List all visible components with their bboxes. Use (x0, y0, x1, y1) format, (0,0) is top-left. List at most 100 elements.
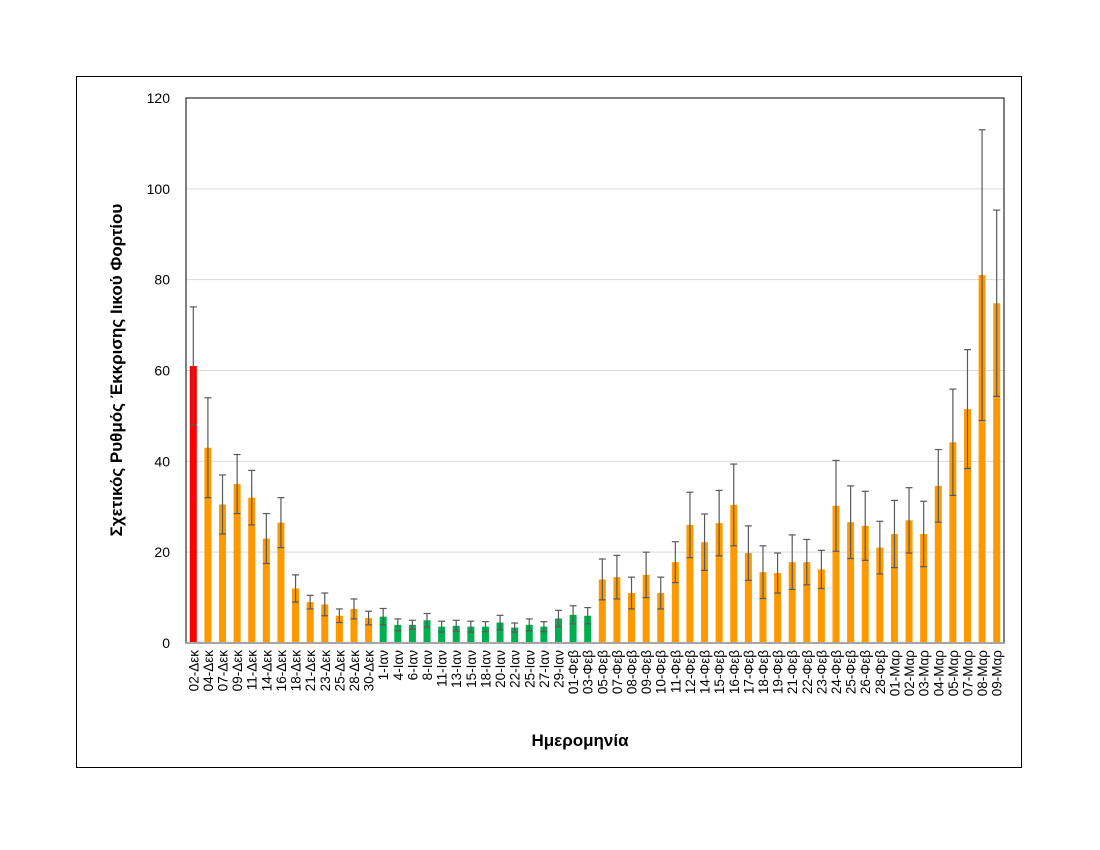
x-tick-label: 18-Φεβ (756, 650, 771, 694)
x-tick-label: 8-Ιαν (420, 650, 435, 681)
bar (963, 409, 971, 643)
bar (701, 542, 709, 643)
x-tick-label: 01-Φεβ (566, 650, 581, 694)
x-tick-label: 26-Φεβ (858, 650, 873, 694)
bar (934, 485, 942, 643)
x-tick-label: 29-Ιαν (551, 650, 566, 688)
x-tick-label: 21-Φεβ (785, 650, 800, 694)
bar (481, 626, 489, 643)
x-tick-label: 01-Μαρ (887, 650, 902, 697)
bar (365, 618, 373, 643)
bar (189, 365, 197, 643)
bar (715, 523, 723, 643)
bar (277, 522, 285, 643)
bar (890, 534, 898, 643)
bar (832, 505, 840, 643)
x-tick-label: 1-Ιαν (376, 650, 391, 681)
x-tick-label: 12-Φεβ (683, 650, 698, 694)
x-tick-label: 25-Φεβ (844, 650, 859, 694)
x-tick-label: 08-Φεβ (625, 650, 640, 694)
bar (262, 538, 270, 643)
x-tick-label: 21-Δεκ (303, 650, 318, 692)
y-tick-label: 20 (154, 544, 170, 560)
x-tick-label: 09-Δεκ (230, 650, 245, 692)
x-tick-label: 28-Φεβ (873, 650, 888, 694)
y-tick-label: 80 (154, 272, 170, 288)
x-tick-label: 25-Ιαν (522, 650, 537, 688)
x-tick-label: 6-Ιαν (405, 650, 420, 681)
x-tick-label: 15-Ιαν (464, 650, 479, 688)
bar (554, 618, 562, 643)
x-tick-label: 22-Φεβ (800, 650, 815, 694)
bar (423, 620, 431, 643)
y-axis-ticks: 0 20 40 60 80 100 120 (147, 90, 171, 651)
x-tick-label: 11-Ιαν (435, 650, 450, 687)
x-tick-label: 23-Δεκ (318, 650, 333, 692)
y-tick-label: 120 (147, 90, 171, 106)
bar (744, 553, 752, 643)
bar (496, 622, 504, 643)
x-tick-label: 14-Φεβ (698, 650, 713, 694)
bar (379, 616, 387, 643)
x-tick-label: 25-Δεκ (332, 650, 347, 692)
x-tick-label: 23-Φεβ (814, 650, 829, 694)
x-tick-label: 07-Μαρ (960, 650, 975, 697)
x-tick-label: 07-Δεκ (216, 650, 231, 692)
bar (949, 442, 957, 643)
x-tick-label: 11-Δεκ (245, 650, 260, 691)
bar (774, 573, 782, 643)
bar (321, 604, 329, 643)
x-tick-label: 18-Δεκ (289, 650, 304, 692)
x-tick-label: 02-Δεκ (186, 650, 201, 692)
y-axis-title: Σχετικός Ρυθμός Έκκρισης Ιικού Φορτίου (107, 204, 126, 537)
x-tick-label: 16-Δεκ (274, 650, 289, 692)
x-tick-label: 03-Φεβ (581, 650, 596, 694)
x-tick-label: 22-Ιαν (508, 650, 523, 688)
bars (189, 275, 1001, 643)
bar (219, 504, 227, 643)
x-tick-label: 09-Μαρ (990, 650, 1005, 697)
x-tick-label: 09-Φεβ (639, 650, 654, 694)
x-tick-label: 19-Φεβ (771, 650, 786, 694)
bar (628, 593, 636, 643)
x-tick-label: 04-Δεκ (201, 650, 216, 692)
bar (861, 525, 869, 643)
bar (233, 484, 241, 643)
bar (817, 569, 825, 643)
x-tick-label: 08-Μαρ (975, 650, 990, 697)
bar (642, 574, 650, 643)
bar (525, 624, 533, 643)
bar (905, 520, 913, 643)
x-tick-label: 13-Ιαν (449, 650, 464, 688)
bar (613, 577, 621, 643)
x-tick-label: 4-Ιαν (391, 650, 406, 681)
x-tick-label: 05-Μαρ (946, 650, 961, 697)
bar (438, 626, 446, 643)
bar (993, 303, 1001, 643)
x-tick-label: 10-Φεβ (654, 650, 669, 694)
x-tick-label: 02-Μαρ (902, 650, 917, 697)
bar (730, 504, 738, 643)
x-tick-label: 17-Φεβ (741, 650, 756, 694)
bar (569, 614, 577, 643)
bar (671, 562, 679, 643)
bar (394, 624, 402, 643)
bar (511, 627, 519, 643)
bar (292, 588, 300, 643)
bar (686, 524, 694, 643)
x-tick-label: 14-Δεκ (259, 650, 274, 692)
bar (408, 624, 416, 643)
x-axis-tick-labels: 02-Δεκ 04-Δεκ 07-Δεκ 09-Δεκ 11-Δεκ 14-Δεκ 16-Δ… (186, 650, 1004, 697)
y-tick-label: 0 (162, 635, 170, 651)
bar (584, 615, 592, 643)
bar (657, 593, 665, 643)
bar (788, 562, 796, 643)
x-tick-label: 27-Ιαν (537, 650, 552, 688)
x-tick-label: 16-Φεβ (727, 650, 742, 694)
bar (876, 547, 884, 643)
x-tick-label: 24-Φεβ (829, 650, 844, 694)
bar (452, 625, 460, 643)
x-tick-label: 18-Ιαν (478, 650, 493, 688)
chart-frame (76, 76, 1022, 768)
